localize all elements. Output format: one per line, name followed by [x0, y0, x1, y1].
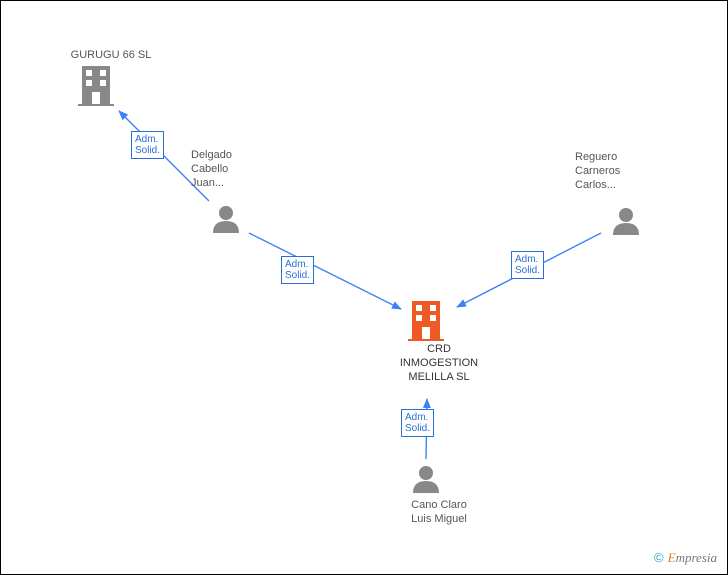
edges-layer: [1, 1, 728, 575]
node-label-crd: CRD INMOGESTION MELILLA SL: [379, 343, 499, 384]
watermark-first-letter: E: [668, 550, 676, 565]
edge-label: Adm. Solid.: [281, 256, 314, 284]
nodes-layer: [1, 1, 728, 575]
person-icon: [613, 208, 639, 235]
person-icon: [413, 466, 439, 493]
building-icon: [78, 66, 114, 106]
node-label-reguero: Reguero Carneros Carlos...: [575, 151, 665, 192]
edge-delgado-crd: [249, 233, 401, 309]
person-icon: [213, 206, 239, 233]
node-label-gurugu: GURUGU 66 SL: [51, 49, 171, 63]
edge-label: Adm. Solid.: [401, 409, 434, 437]
watermark: © Empresia: [654, 550, 717, 566]
watermark-rest: mpresia: [676, 550, 717, 565]
node-label-cano: Cano Claro Luis Miguel: [389, 499, 489, 527]
copyright-symbol: ©: [654, 550, 664, 565]
building-icon: [408, 301, 444, 341]
edge-label: Adm. Solid.: [511, 251, 544, 279]
node-label-delgado: Delgado Cabello Juan...: [191, 149, 281, 190]
edge-label: Adm. Solid.: [131, 131, 164, 159]
diagram-canvas: GURUGU 66 SL Delgado Cabello Juan... Reg…: [0, 0, 728, 575]
